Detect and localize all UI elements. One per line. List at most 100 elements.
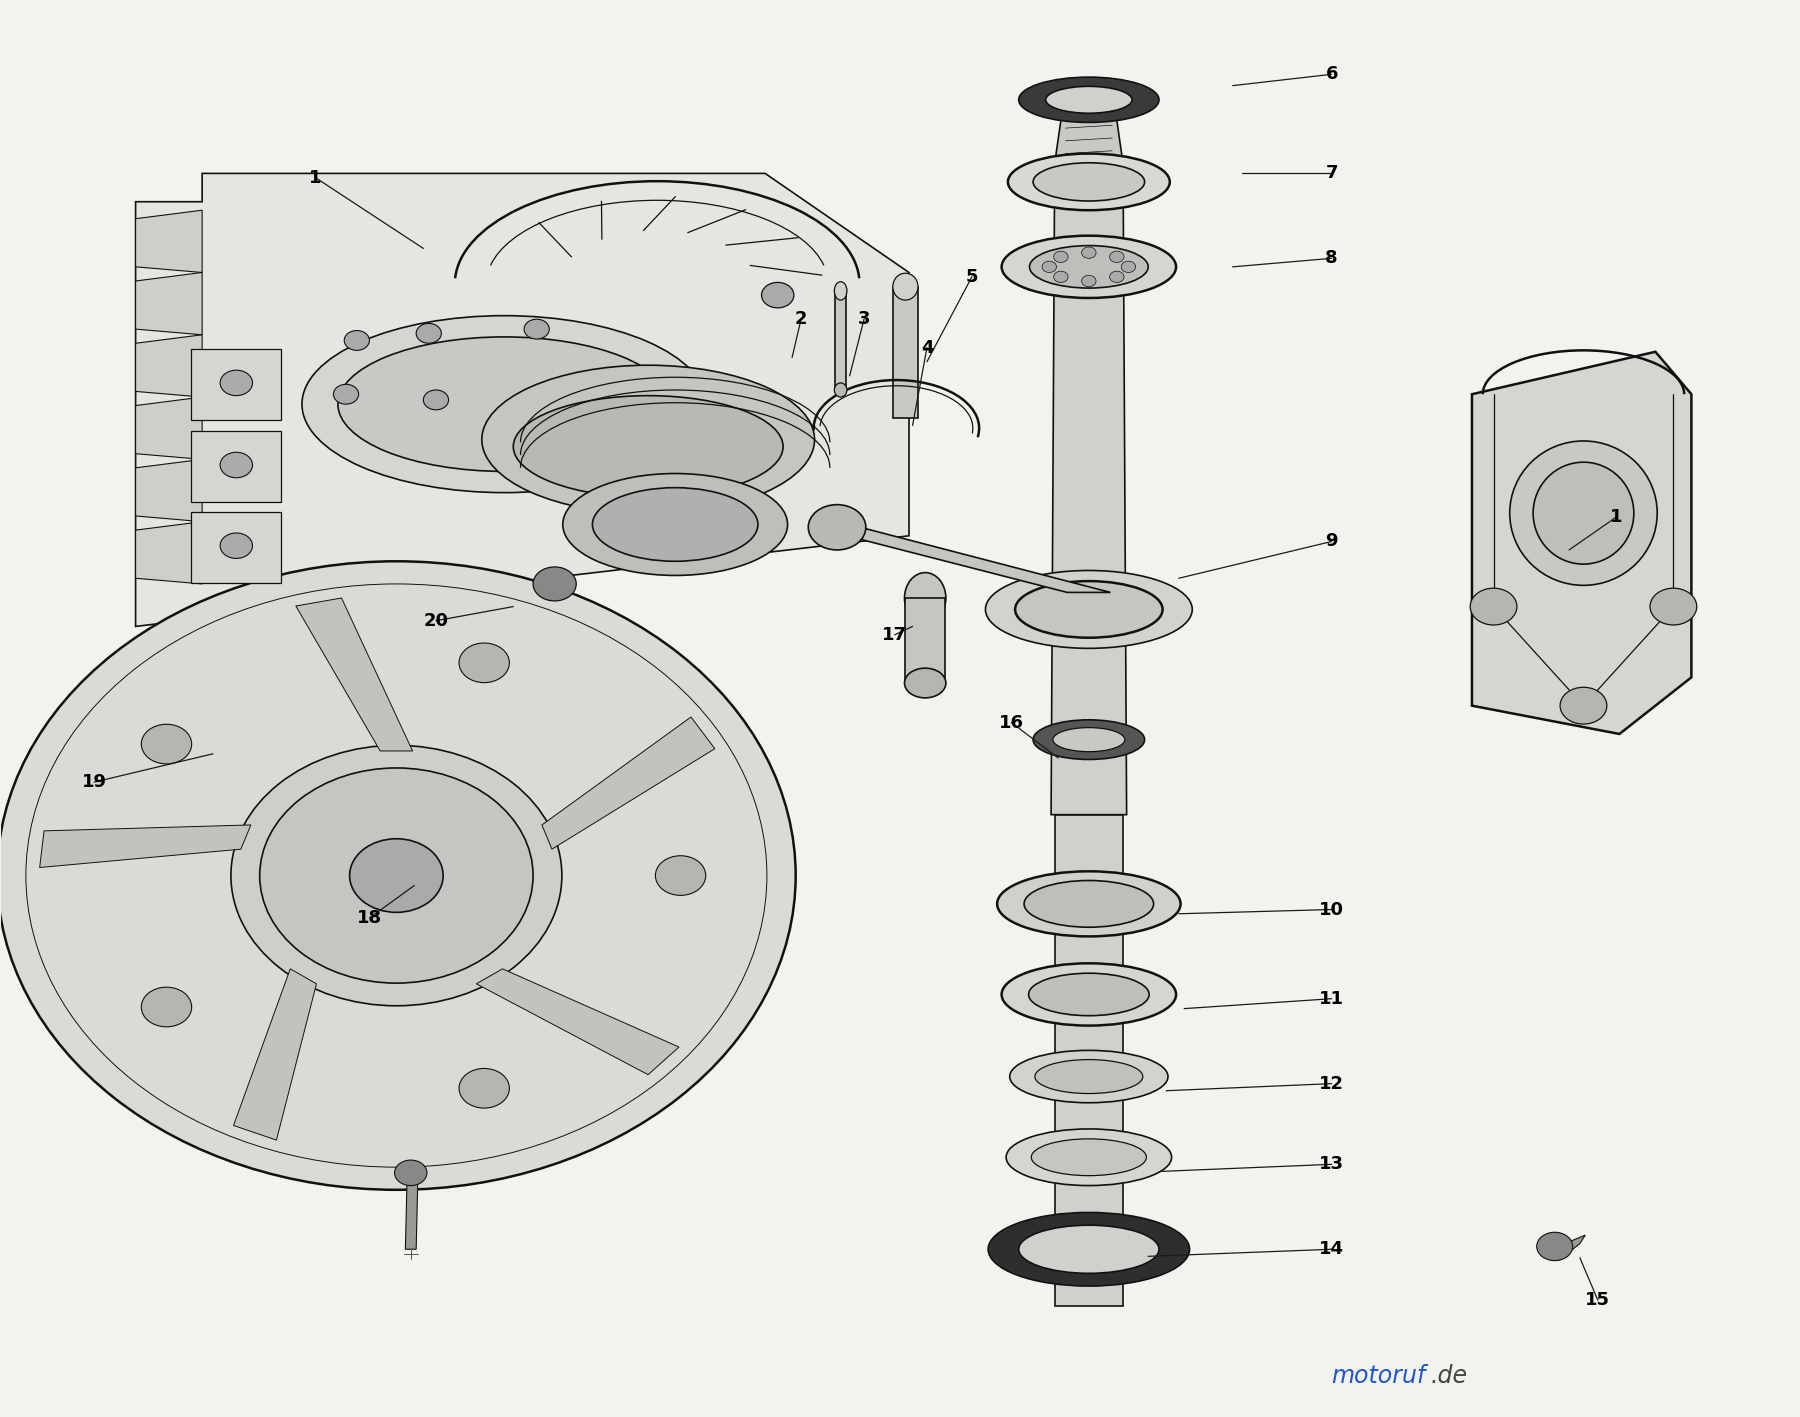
- Circle shape: [259, 768, 533, 983]
- Circle shape: [761, 282, 794, 307]
- Polygon shape: [542, 717, 715, 849]
- Circle shape: [655, 856, 706, 896]
- Ellipse shape: [1053, 727, 1125, 751]
- Ellipse shape: [1031, 1139, 1147, 1176]
- Ellipse shape: [1028, 973, 1148, 1016]
- Ellipse shape: [1035, 1060, 1143, 1094]
- Text: 3: 3: [859, 310, 869, 329]
- Ellipse shape: [1033, 163, 1145, 201]
- Circle shape: [220, 452, 252, 478]
- Polygon shape: [135, 173, 909, 626]
- Circle shape: [1537, 1233, 1573, 1261]
- Polygon shape: [295, 598, 412, 751]
- Circle shape: [1651, 588, 1697, 625]
- Polygon shape: [835, 290, 846, 390]
- Text: 1: 1: [1609, 509, 1622, 526]
- Ellipse shape: [835, 383, 848, 397]
- Polygon shape: [234, 969, 317, 1141]
- Circle shape: [416, 323, 441, 343]
- Text: 11: 11: [1319, 989, 1345, 1007]
- Ellipse shape: [563, 473, 788, 575]
- Circle shape: [1561, 687, 1607, 724]
- Ellipse shape: [1010, 1050, 1168, 1102]
- Polygon shape: [135, 397, 202, 459]
- Text: 20: 20: [423, 612, 448, 629]
- Circle shape: [1053, 251, 1067, 262]
- Ellipse shape: [513, 395, 783, 497]
- Circle shape: [1082, 275, 1096, 286]
- Ellipse shape: [1008, 153, 1170, 210]
- Ellipse shape: [904, 669, 945, 699]
- Circle shape: [524, 319, 549, 339]
- Text: 6: 6: [1325, 65, 1337, 84]
- Circle shape: [533, 567, 576, 601]
- Ellipse shape: [1015, 581, 1163, 638]
- Text: .de: .de: [1431, 1365, 1467, 1389]
- Text: 5: 5: [965, 268, 977, 286]
- Circle shape: [230, 745, 562, 1006]
- Text: 19: 19: [81, 774, 106, 791]
- Circle shape: [0, 561, 796, 1190]
- Ellipse shape: [835, 282, 848, 300]
- Polygon shape: [1055, 88, 1123, 163]
- Ellipse shape: [1510, 441, 1658, 585]
- Ellipse shape: [1001, 235, 1175, 298]
- FancyBboxPatch shape: [191, 431, 281, 502]
- Circle shape: [349, 839, 443, 913]
- Circle shape: [394, 1161, 427, 1186]
- Polygon shape: [40, 825, 250, 867]
- Polygon shape: [814, 527, 1111, 592]
- Circle shape: [142, 988, 191, 1027]
- Circle shape: [1082, 247, 1096, 258]
- Ellipse shape: [1019, 77, 1159, 122]
- Ellipse shape: [1001, 964, 1175, 1026]
- Ellipse shape: [893, 273, 918, 300]
- Text: 2: 2: [796, 310, 808, 329]
- Circle shape: [1121, 261, 1136, 272]
- Polygon shape: [905, 598, 945, 683]
- Circle shape: [459, 643, 509, 683]
- Polygon shape: [1472, 351, 1692, 734]
- Circle shape: [220, 533, 252, 558]
- Polygon shape: [135, 521, 202, 584]
- Polygon shape: [135, 272, 202, 334]
- Polygon shape: [135, 459, 202, 521]
- Text: 16: 16: [999, 714, 1024, 731]
- Ellipse shape: [1033, 720, 1145, 760]
- Polygon shape: [893, 286, 918, 418]
- FancyBboxPatch shape: [191, 512, 281, 582]
- Ellipse shape: [985, 571, 1192, 649]
- Circle shape: [344, 330, 369, 350]
- Circle shape: [1471, 588, 1517, 625]
- Text: 18: 18: [356, 910, 382, 927]
- Ellipse shape: [482, 366, 815, 514]
- Circle shape: [1042, 261, 1057, 272]
- Text: 8: 8: [1325, 249, 1337, 268]
- Circle shape: [1109, 251, 1123, 262]
- Text: 7: 7: [1325, 164, 1337, 183]
- Ellipse shape: [1024, 880, 1154, 927]
- Polygon shape: [477, 969, 679, 1074]
- Ellipse shape: [302, 316, 707, 493]
- Ellipse shape: [1030, 245, 1148, 288]
- Circle shape: [220, 370, 252, 395]
- Ellipse shape: [1006, 1129, 1172, 1186]
- Polygon shape: [1051, 163, 1127, 815]
- Polygon shape: [1552, 1236, 1586, 1261]
- Circle shape: [423, 390, 448, 410]
- Text: 13: 13: [1319, 1155, 1345, 1173]
- Polygon shape: [405, 1173, 418, 1250]
- Polygon shape: [135, 334, 202, 397]
- FancyBboxPatch shape: [191, 349, 281, 419]
- Ellipse shape: [1534, 462, 1634, 564]
- Ellipse shape: [997, 871, 1181, 937]
- Ellipse shape: [988, 1213, 1190, 1287]
- Text: 10: 10: [1319, 901, 1345, 918]
- Text: 14: 14: [1319, 1240, 1345, 1258]
- Text: 4: 4: [922, 339, 932, 357]
- Ellipse shape: [1046, 86, 1132, 113]
- Circle shape: [333, 384, 358, 404]
- Polygon shape: [1055, 815, 1123, 1306]
- Circle shape: [808, 504, 866, 550]
- Ellipse shape: [338, 337, 671, 472]
